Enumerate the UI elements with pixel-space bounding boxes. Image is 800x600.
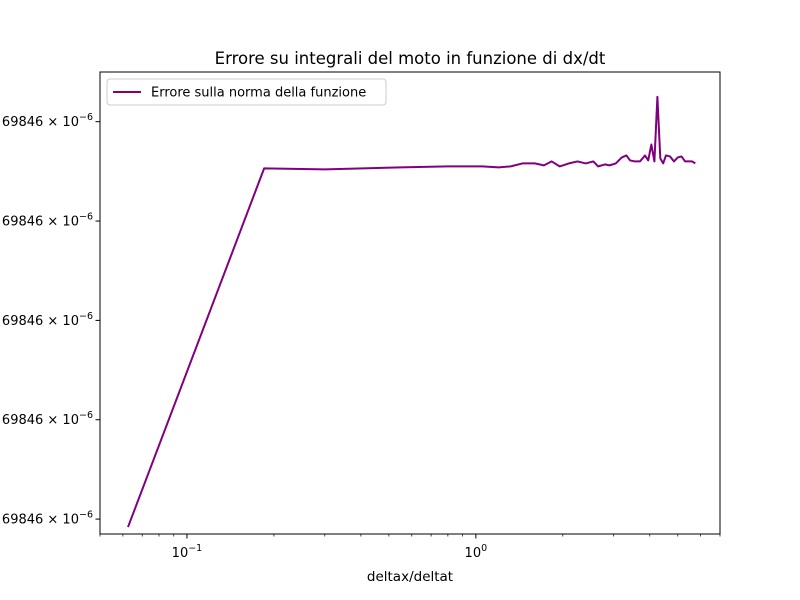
- x-axis-label: deltax/deltat: [367, 569, 453, 585]
- plot-frame: [99, 71, 721, 535]
- x-tick-label: 100: [465, 543, 488, 561]
- y-tick-label: 69846 × 10−6: [2, 112, 93, 130]
- legend: Errore sulla norma della funzione: [106, 78, 387, 106]
- y-tick-label: 69846 × 10−6: [2, 410, 93, 428]
- x-minor-ticks: [99, 534, 721, 537]
- x-major-ticks: 10−1 100: [172, 534, 487, 561]
- y-tick-label: 69846 × 10−6: [2, 311, 93, 329]
- series-line: [127, 95, 696, 528]
- chart-title: Errore su integrali del moto in funzione…: [215, 49, 606, 68]
- y-tick-label: 69846 × 10−6: [2, 212, 93, 230]
- legend-label: Errore sulla norma della funzione: [151, 86, 366, 101]
- legend-box: [106, 78, 387, 106]
- x-tick-label: 10−1: [172, 543, 203, 561]
- y-tick-label: 69846 × 10−6: [2, 510, 93, 528]
- y-ticks: 69846 × 10−6 69846 × 10−6 69846 × 10−6 6984…: [2, 112, 100, 528]
